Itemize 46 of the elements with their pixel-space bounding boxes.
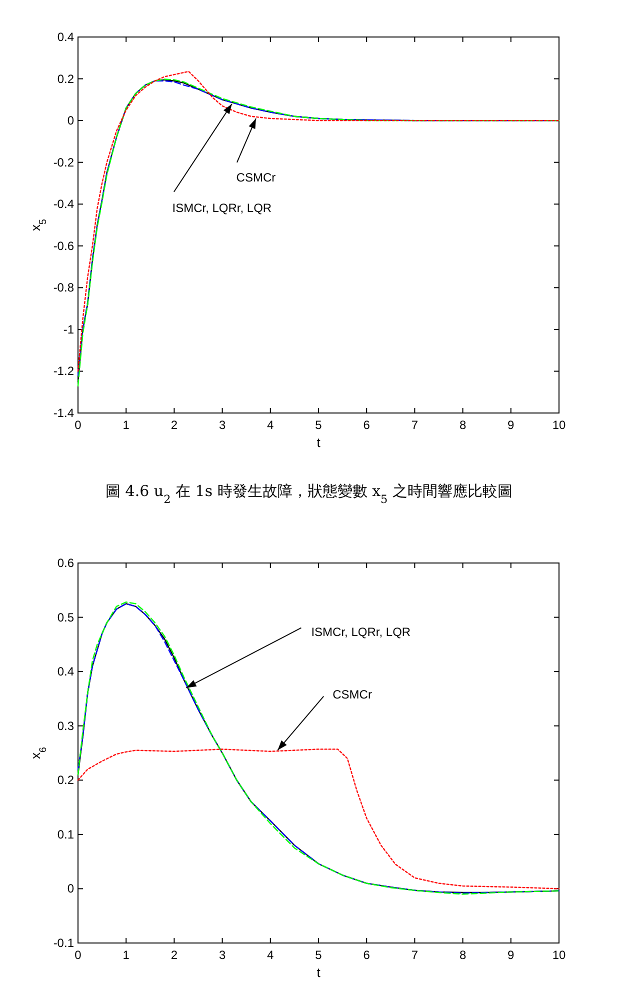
line-series [77, 748, 560, 890]
y-tick-label: 0 [67, 114, 74, 128]
x-axis-title: t [316, 965, 321, 980]
y-tick-label: 0.2 [57, 72, 74, 86]
y-tick-label: 0.4 [57, 30, 74, 44]
x-tick-label: 6 [363, 418, 370, 432]
y-tick-label: 0.4 [57, 664, 74, 679]
x-tick-label: 2 [170, 418, 178, 432]
y-tick-label: -0.4 [53, 197, 74, 212]
x-tick-label: 3 [218, 418, 226, 432]
x-tick-label: 10 [552, 948, 566, 962]
y-tick-label: -0.8 [53, 280, 74, 295]
y-tick-label: -0.6 [53, 238, 74, 253]
x-tick-label: 1 [122, 948, 130, 962]
y-tick-label: -1.2 [53, 364, 74, 378]
y-tick-label: -1 [63, 322, 74, 336]
x-tick-label: 5 [315, 418, 322, 432]
x-axis-title: t [316, 435, 321, 450]
y-tick-label: -0.1 [53, 936, 74, 950]
annotation: CSMCr [332, 687, 372, 702]
x-tick-label: 3 [218, 948, 226, 962]
x-tick-label: 7 [411, 418, 418, 432]
y-tick-label: -0.2 [53, 155, 74, 170]
y-tick-label: 0.2 [57, 773, 74, 788]
y-tick-label: -1.4 [53, 406, 74, 420]
y-tick-label: 0.5 [57, 610, 74, 624]
x-tick-label: 5 [315, 948, 322, 962]
x-tick-label: 2 [170, 948, 178, 962]
x-tick-label: 7 [411, 948, 418, 962]
caption: 圖 4.6 u$_{2}$ 在 1s 時發生故障，狀態變數 x$_{5}$ 之時間響應比較圖 [106, 482, 512, 506]
y-tick-label: 0 [67, 882, 74, 896]
x-tick-label: 4 [267, 948, 274, 962]
x-tick-label: 9 [508, 418, 515, 432]
x-tick-label: 10 [552, 418, 566, 432]
x-tick-label: 8 [459, 948, 466, 962]
x-tick-label: 8 [459, 418, 466, 432]
annotation: ISMCr, LQRr, LQR [311, 624, 411, 639]
x-tick-label: 1 [122, 418, 130, 432]
y-tick-label: 0.6 [57, 556, 74, 570]
x-tick-label: 4 [267, 418, 274, 432]
y-tick-label: 0.3 [57, 718, 74, 733]
annotation: ISMCr, LQRr, LQR [172, 200, 272, 215]
annotation: CSMCr [236, 170, 276, 184]
x-tick-label: 6 [363, 948, 370, 962]
y-tick-label: 0.1 [57, 827, 74, 842]
x-tick-label: 9 [508, 948, 515, 962]
